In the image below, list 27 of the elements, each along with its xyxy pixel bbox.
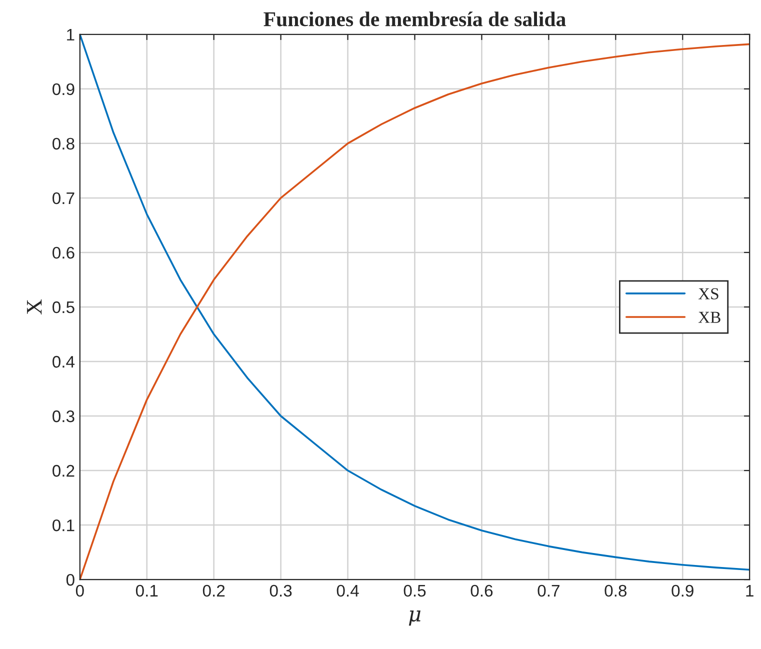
- legend-label: XB: [698, 312, 720, 323]
- y-tick-label: 0.4: [52, 356, 75, 368]
- x-tick-label: 0.3: [270, 584, 292, 597]
- x-tick-label: 0.1: [136, 584, 158, 597]
- x-tick-label: 0.4: [336, 584, 359, 597]
- y-tick-label: 0.1: [52, 519, 74, 532]
- y-tick-label: 0.6: [52, 246, 74, 259]
- x-tick-label: 0.8: [604, 584, 627, 597]
- x-tick-label: 0: [76, 584, 84, 597]
- y-axis-title: X: [27, 299, 42, 315]
- y-tick-label: 0.3: [52, 410, 74, 422]
- y-tick-label: 0.5: [52, 301, 74, 314]
- x-tick-label: 0.9: [672, 584, 694, 597]
- x-tick-label: 0.6: [470, 584, 493, 597]
- x-tick-label: 0.2: [202, 584, 225, 597]
- x-tick-label: 1: [746, 585, 754, 596]
- chart-title: Funciones de membresía de salida: [264, 12, 566, 26]
- x-tick-label: 0.5: [404, 584, 426, 597]
- y-tick-label: 0.8: [52, 138, 74, 150]
- y-tick-label: 0.7: [52, 192, 74, 204]
- y-tick-label: 0: [66, 574, 74, 586]
- y-tick-label: 0.9: [52, 83, 74, 96]
- legend-label: XS: [698, 288, 718, 300]
- x-axis-title: μ: [408, 610, 420, 626]
- x-tick-label: 0.7: [538, 584, 560, 597]
- y-tick-label: 1: [67, 28, 74, 40]
- y-tick-label: 0.2: [52, 464, 74, 477]
